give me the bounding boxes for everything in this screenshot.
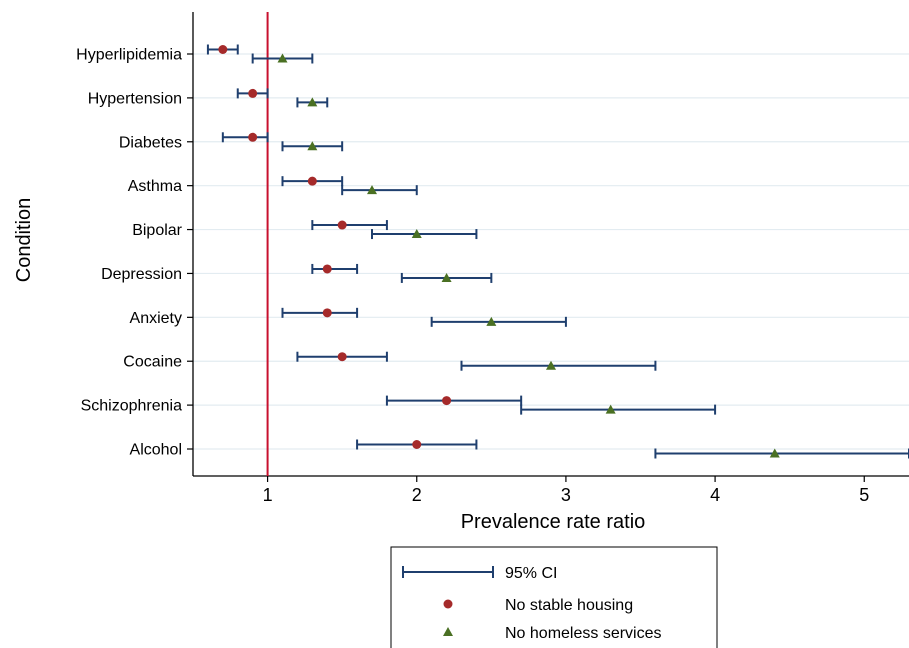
legend-label-no-homeless-services: No homeless services — [505, 625, 662, 642]
point-no-stable-housing-schizophrenia — [442, 396, 452, 406]
x-axis-title: Prevalence rate ratio — [461, 511, 646, 533]
point-no-homeless-services-schizophrenia — [605, 404, 616, 414]
y-tick-label-asthma: Asthma — [128, 178, 182, 195]
series-no-homeless-services — [251, 53, 909, 459]
point-no-homeless-services-anxiety — [486, 316, 497, 326]
ci-no-homeless-services-anxiety — [430, 316, 567, 327]
series-no-stable-housing — [206, 44, 523, 450]
point-no-homeless-services-asthma — [367, 185, 377, 195]
legend-box — [390, 546, 718, 648]
point-no-stable-housing-hypertension — [248, 88, 258, 98]
point-no-stable-housing-anxiety — [322, 308, 332, 318]
y-axis-title: Condition — [13, 198, 35, 283]
y-tick-label-schizophrenia: Schizophrenia — [81, 398, 183, 415]
ci-no-homeless-services-alcohol — [654, 448, 909, 459]
point-no-homeless-services-depression — [441, 272, 452, 282]
point-no-stable-housing-diabetes — [248, 132, 258, 142]
ci-no-homeless-services-asthma — [341, 185, 418, 196]
point-no-stable-housing-asthma — [307, 176, 317, 186]
y-axis-ticks: Hyperlipidemia Hypertension Diabetes Asthma… — [76, 47, 193, 459]
point-no-stable-housing-cocaine — [337, 352, 347, 362]
y-tick-label-bipolar: Bipolar — [132, 222, 182, 239]
point-no-homeless-services-hypertension — [307, 97, 318, 107]
y-tick-label-anxiety: Anxiety — [130, 310, 182, 327]
gridlines — [193, 53, 909, 450]
legend: 95% CI No stable housing No homeless ser… — [390, 546, 718, 648]
y-tick-label-diabetes: Diabetes — [119, 134, 182, 151]
ci-no-homeless-services-cocaine — [460, 360, 657, 371]
ci-no-homeless-services-schizophrenia — [520, 404, 717, 415]
ci-no-stable-housing-schizophrenia — [385, 395, 523, 406]
point-no-stable-housing-alcohol — [412, 440, 422, 449]
y-tick-label-hypertension: Hypertension — [88, 90, 182, 107]
ci-no-stable-housing-depression — [311, 263, 359, 274]
x-tick-label-3: 3 — [561, 485, 571, 505]
legend-label-ci: 95% CI — [505, 565, 557, 582]
point-no-stable-housing-depression — [322, 264, 332, 274]
legend-label-no-stable-housing: No stable housing — [505, 597, 633, 614]
y-tick-label-hyperlipidemia: Hyperlipidemia — [76, 47, 182, 64]
y-tick-label-alcohol: Alcohol — [130, 442, 182, 459]
ci-no-homeless-services-bipolar — [371, 229, 478, 240]
x-tick-label-1: 1 — [263, 485, 273, 505]
point-no-stable-housing-bipolar — [337, 220, 347, 230]
legend-swatch-no-homeless-services — [443, 627, 453, 636]
x-tick-label-5: 5 — [859, 485, 869, 505]
point-no-homeless-services-cocaine — [546, 360, 556, 370]
ci-no-stable-housing-anxiety — [281, 307, 359, 318]
y-tick-label-cocaine: Cocaine — [123, 354, 182, 371]
x-tick-label-4: 4 — [710, 485, 720, 505]
ci-no-stable-housing-diabetes — [221, 132, 269, 143]
data-marks — [206, 44, 909, 459]
point-no-homeless-services-hyperlipidemia — [277, 53, 288, 63]
point-no-homeless-services-bipolar — [411, 229, 422, 239]
point-no-homeless-services-alcohol — [769, 448, 780, 458]
legend-ci-swatch — [402, 566, 494, 578]
y-tick-label-depression: Depression — [101, 266, 182, 283]
legend-swatch-no-stable-housing — [443, 599, 453, 609]
x-tick-label-2: 2 — [412, 485, 422, 505]
x-axis-ticks: 1 2 3 4 5 — [263, 476, 869, 505]
point-no-stable-housing-hyperlipidemia — [218, 45, 228, 54]
point-no-homeless-services-diabetes — [307, 141, 318, 151]
ci-no-stable-housing-bipolar — [311, 220, 388, 231]
